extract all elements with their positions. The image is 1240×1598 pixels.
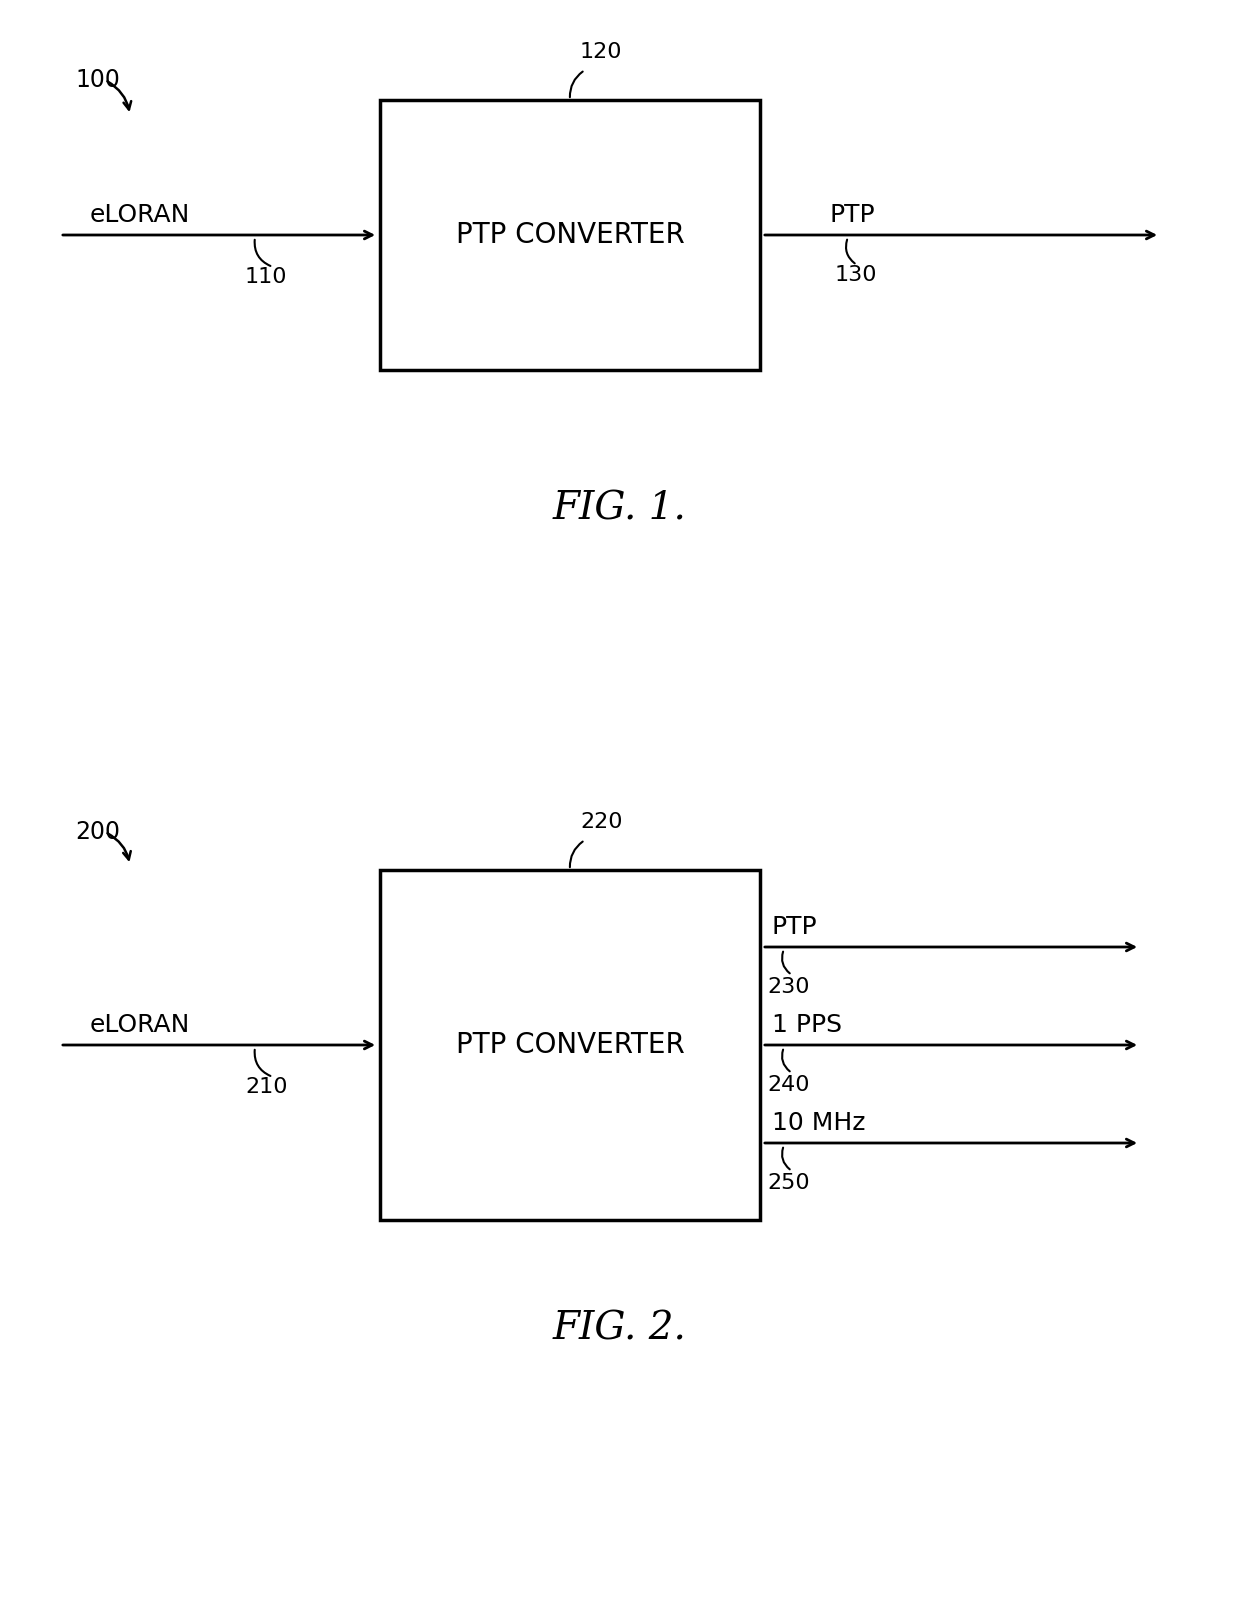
Text: 210: 210 [246,1077,288,1096]
Text: FIG. 1.: FIG. 1. [553,491,687,527]
Text: 220: 220 [580,812,622,833]
Text: eLORAN: eLORAN [91,203,191,227]
Text: 200: 200 [74,820,120,844]
Text: PTP: PTP [773,916,817,940]
Text: 120: 120 [580,42,622,62]
Text: 110: 110 [246,267,288,288]
Bar [379,101,760,371]
Text: PTP CONVERTER: PTP CONVERTER [455,1031,684,1059]
Text: PTP: PTP [830,203,875,227]
Text: 10 MHz: 10 MHz [773,1111,866,1135]
Text: 130: 130 [835,265,878,284]
Text: 250: 250 [768,1173,810,1194]
Bar [379,869,760,1219]
Text: PTP CONVERTER: PTP CONVERTER [455,221,684,249]
Text: 100: 100 [74,69,120,93]
Text: eLORAN: eLORAN [91,1013,191,1037]
Text: 240: 240 [768,1075,810,1095]
Text: 230: 230 [768,976,810,997]
Text: 1 PPS: 1 PPS [773,1013,842,1037]
Text: FIG. 2.: FIG. 2. [553,1310,687,1347]
